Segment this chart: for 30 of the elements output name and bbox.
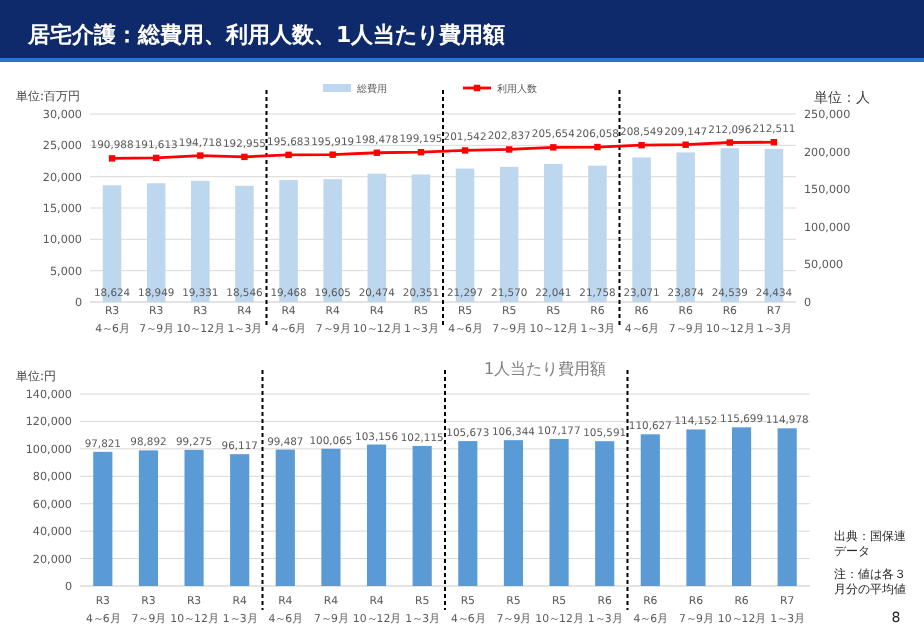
bar: [366, 444, 387, 586]
bar: [275, 449, 295, 586]
chart-title: 居宅介護：総費用、利用人数、1人当たり費用額: [26, 22, 506, 48]
bar: [458, 441, 478, 586]
bar: [230, 454, 250, 586]
chart-title: 1人当たり費用額: [483, 360, 607, 378]
point: [197, 152, 204, 159]
point: [241, 153, 248, 161]
bar: [686, 429, 706, 586]
point: [550, 144, 557, 151]
bar: [503, 440, 524, 586]
point: [329, 151, 336, 158]
bar: [731, 427, 752, 586]
bar: [549, 439, 569, 586]
bar: [412, 445, 432, 586]
bar: [93, 451, 113, 586]
point: [594, 143, 601, 151]
bar: [595, 441, 615, 586]
bar: [184, 449, 204, 586]
point: [638, 141, 645, 149]
point: [726, 139, 734, 146]
point: [505, 146, 513, 153]
point: [285, 151, 292, 159]
point: [682, 141, 689, 148]
point: [461, 147, 469, 154]
point: [108, 155, 116, 162]
bar: [640, 434, 660, 586]
bar: [138, 450, 159, 586]
bar: [777, 428, 797, 586]
bar: [321, 448, 341, 586]
